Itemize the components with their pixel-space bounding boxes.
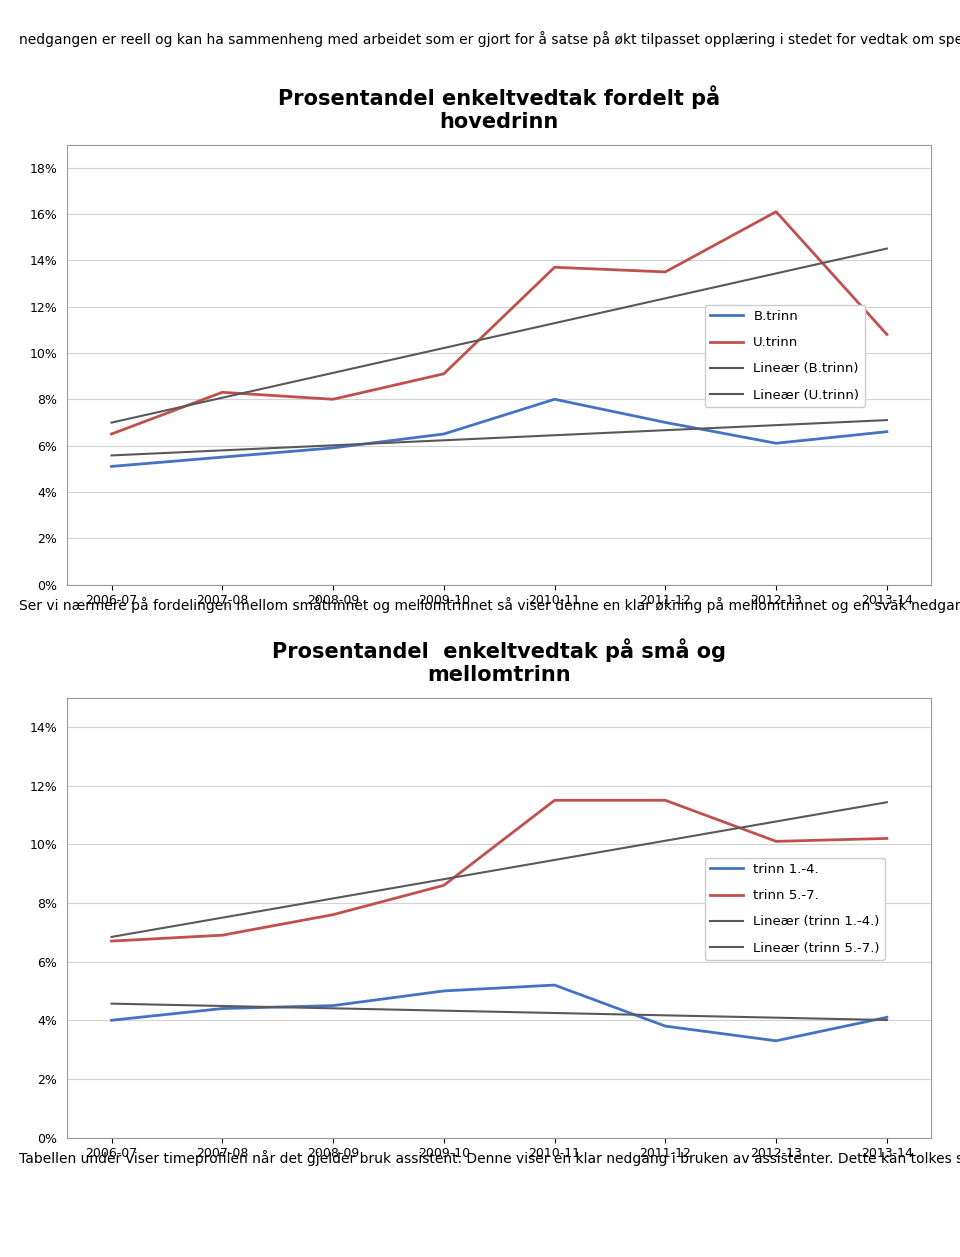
Text: nedgangen er reell og kan ha sammenheng med arbeidet som er gjort for å satse på: nedgangen er reell og kan ha sammenheng … (19, 31, 960, 48)
Title: Prosentandel  enkeltvedtak på små og
mellomtrinn: Prosentandel enkeltvedtak på små og mell… (273, 637, 726, 685)
Text: Ser vi nærmere på fordelingen mellom småtrinnet og mellomtrinnet så viser denne : Ser vi nærmere på fordelingen mellom små… (19, 597, 960, 613)
Title: Prosentandel enkeltvedtak fordelt på
hovedrinn: Prosentandel enkeltvedtak fordelt på hov… (278, 84, 720, 132)
Legend: trinn 1.-4., trinn 5.-7., Lineær (trinn 1.-4.), Lineær (trinn 5.-7.): trinn 1.-4., trinn 5.-7., Lineær (trinn … (705, 857, 885, 960)
Legend: B.trinn, U.trinn, Lineær (B.trinn), Lineær (U.trinn): B.trinn, U.trinn, Lineær (B.trinn), Line… (705, 304, 865, 407)
Text: Tabellen under viser timeprofilen når det gjelder bruk assistent. Denne viser en: Tabellen under viser timeprofilen når de… (19, 1150, 960, 1166)
